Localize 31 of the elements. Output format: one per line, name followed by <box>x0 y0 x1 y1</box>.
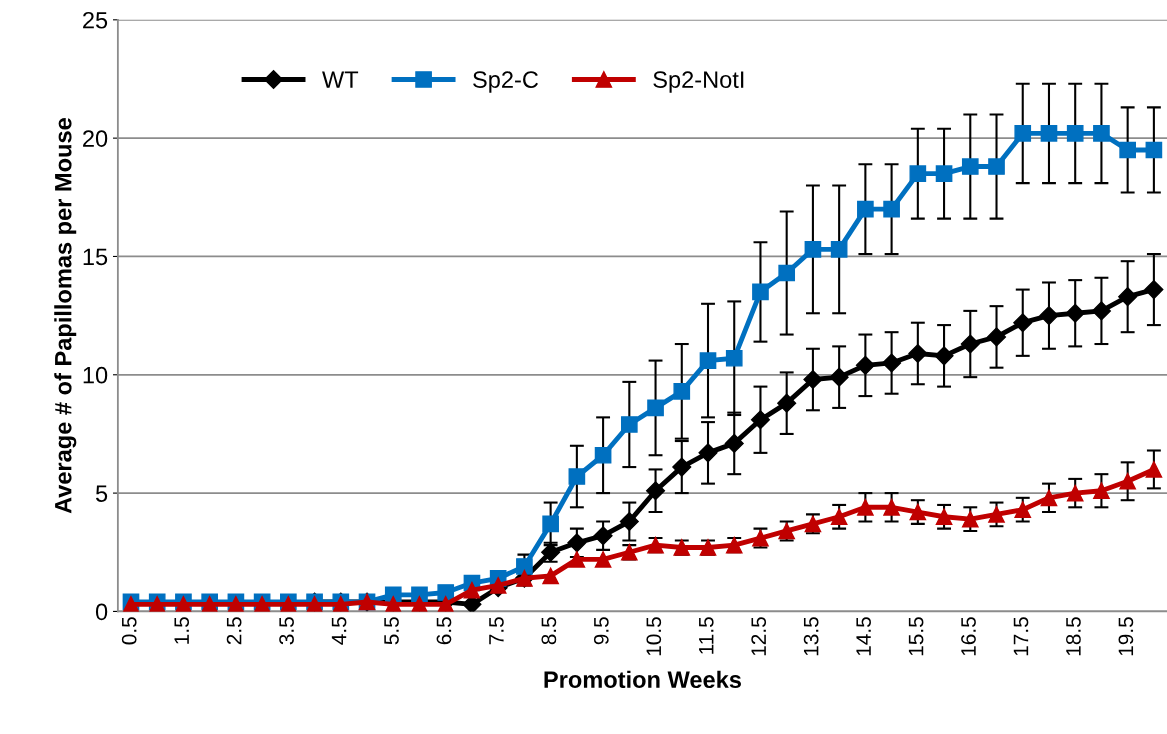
legend-label: WT <box>322 71 359 88</box>
x-tick-label: 15.5 <box>908 617 924 656</box>
x-tick-label: 9.5 <box>593 617 609 645</box>
y-tick-label: 0 <box>95 603 108 621</box>
x-tick-label: 7.5 <box>489 617 504 645</box>
y-tick-label: 25 <box>83 11 108 29</box>
x-tick-label: 10.5 <box>646 617 662 656</box>
x-tick-label: 4.5 <box>331 617 347 645</box>
x-tick-label: 5.5 <box>384 617 399 645</box>
x-tick-label: 12.5 <box>751 617 767 656</box>
y-tick-label: 10 <box>83 366 108 384</box>
x-tick-label: 6.5 <box>436 617 452 645</box>
y-tick-label: 20 <box>83 130 108 147</box>
x-tick-label: 16.5 <box>961 617 976 656</box>
y-tick-label: 5 <box>95 485 108 502</box>
x-tick-label: 13.5 <box>803 617 819 656</box>
x-tick-label: 1.5 <box>174 617 190 644</box>
x-tick-label: 14.5 <box>856 617 871 656</box>
x-tick-label: 11.5 <box>699 617 714 654</box>
x-tick-label: 17.5 <box>1013 617 1029 656</box>
x-axis-title: Promotion Weeks <box>544 670 741 689</box>
x-tick-label: 3.5 <box>279 617 294 645</box>
y-tick-label: 15 <box>83 248 108 266</box>
x-tick-label: 18.5 <box>1066 617 1081 656</box>
legend-label: Sp2-C <box>473 71 539 93</box>
x-tick-label: 19.5 <box>1118 617 1134 656</box>
x-tick-label: 8.5 <box>541 617 557 645</box>
y-axis-title: Average # of Papillomas per Mouse <box>54 118 77 514</box>
legend-label: Sp2-NotI <box>653 71 744 93</box>
x-tick-label: 0.5 <box>121 617 137 645</box>
x-tick-label: 2.5 <box>226 617 242 645</box>
